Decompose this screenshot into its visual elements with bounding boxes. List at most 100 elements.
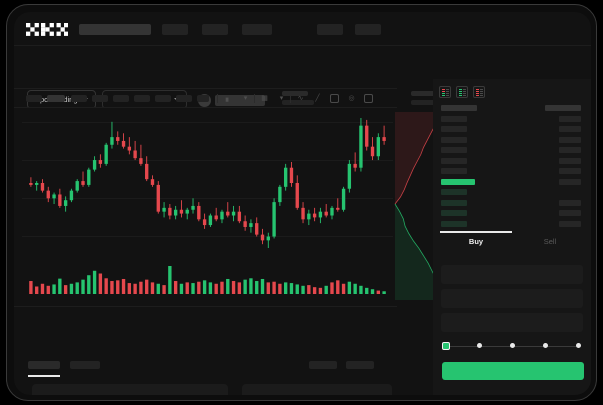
orderbook-cell-left <box>441 220 467 227</box>
orderbook-cell-right <box>559 126 581 132</box>
orderbook-cell-left <box>441 178 475 185</box>
tb-interval-6[interactable] <box>134 95 150 102</box>
order-price-field[interactable] <box>441 265 583 284</box>
orderbook-mode-asks-icon[interactable] <box>473 86 485 98</box>
orderbook-and-trade-panel: Buy Sell <box>433 79 591 395</box>
tb-interval-9[interactable] <box>197 95 209 102</box>
nav-item-1[interactable] <box>162 24 188 35</box>
orders-panel <box>14 306 397 395</box>
orderbook-row[interactable] <box>433 199 591 211</box>
nav-item-2[interactable] <box>202 24 228 35</box>
camera-icon[interactable] <box>330 94 339 103</box>
bottom-panel-right <box>242 384 392 395</box>
slider-mark-50[interactable] <box>510 343 515 348</box>
nav-search-skeleton[interactable] <box>79 24 151 35</box>
price-chart-area[interactable] <box>14 108 397 306</box>
orderbook-cell-right <box>559 199 581 206</box>
orderbook-row[interactable] <box>433 126 591 137</box>
orderbook-cell-left <box>441 136 467 143</box>
submit-buy-button[interactable] <box>442 362 584 380</box>
order-amount-field[interactable] <box>441 289 583 308</box>
orderbook-row[interactable] <box>433 210 591 221</box>
tb-interval-1[interactable] <box>26 95 42 102</box>
orders-right-action-2[interactable] <box>346 361 374 369</box>
orders-tab-indicator <box>28 375 60 377</box>
orderbook-row[interactable] <box>433 105 591 116</box>
bottom-panel-left <box>32 384 228 395</box>
orderbook-cell-left <box>441 189 467 195</box>
orderbook-row[interactable] <box>433 220 591 232</box>
chart-gridline <box>22 198 393 199</box>
app-screen: Spot Trading ▖ ▾ <box>14 12 591 395</box>
chevron-down-icon-1[interactable]: ▾ <box>243 95 248 102</box>
fullscreen-icon[interactable] <box>364 94 373 103</box>
indicators-icon[interactable]: ▦ <box>261 95 268 102</box>
orderbook-cell-left <box>441 157 467 164</box>
nav-item-4[interactable] <box>317 24 343 35</box>
buy-sell-tab-indicator <box>440 231 512 233</box>
orderbook-cell-right <box>559 115 581 122</box>
tb-interval-8[interactable] <box>176 95 192 102</box>
orderbook-cell-left <box>441 105 477 111</box>
orderbook-cell-right <box>559 168 581 174</box>
orders-tab-history[interactable] <box>70 361 100 369</box>
orderbook-cell-right <box>559 178 581 185</box>
orderbook-mode-bids-icon[interactable] <box>456 86 468 98</box>
volume-series <box>29 266 386 294</box>
toolbar-divider-1 <box>217 94 218 103</box>
orderbook-cell-right <box>559 136 581 143</box>
orderbook-depth-chart <box>393 108 443 306</box>
candlestick-series <box>29 118 386 248</box>
orderbook-display-modes <box>439 86 485 98</box>
orderbook-mode-both-icon[interactable] <box>439 86 451 98</box>
orderbook-cell-right <box>559 220 581 227</box>
orderbook-row[interactable] <box>433 115 591 127</box>
orderbook-row[interactable] <box>433 136 591 148</box>
candle-type-icon[interactable]: ▖ <box>225 95 232 102</box>
chevron-down-icon-2[interactable]: ▾ <box>279 95 284 102</box>
tb-interval-5[interactable] <box>113 95 129 102</box>
tab-buy[interactable]: Buy <box>468 237 484 246</box>
tb-interval-4[interactable] <box>92 95 108 102</box>
chart-gridline <box>22 160 393 161</box>
slider-handle[interactable] <box>442 342 450 350</box>
orderbook-row[interactable] <box>433 168 591 179</box>
line-tool-icon[interactable]: ∿ <box>297 95 304 102</box>
slider-mark-75[interactable] <box>543 343 548 348</box>
orders-tab-open[interactable] <box>28 361 60 369</box>
tb-interval-2[interactable] <box>47 95 65 102</box>
top-navigation-bar <box>14 12 591 46</box>
orderbook-cell-left <box>441 168 467 174</box>
toolbar-divider-3 <box>290 94 291 103</box>
buy-sell-tabs: Buy Sell <box>433 231 591 255</box>
orderbook-row[interactable] <box>433 147 591 158</box>
orderbook-cell-right <box>559 157 581 164</box>
pencil-icon[interactable]: ╱ <box>315 95 320 102</box>
nav-item-5[interactable] <box>355 24 381 35</box>
orderbook-cell-left <box>441 115 467 122</box>
amount-percent-slider[interactable] <box>442 341 584 351</box>
slider-mark-25[interactable] <box>477 343 482 348</box>
tab-sell[interactable]: Sell <box>543 237 557 246</box>
okx-logo[interactable] <box>26 23 68 36</box>
order-total-field[interactable] <box>441 313 583 332</box>
slider-mark-100[interactable] <box>576 343 581 348</box>
chart-gridline <box>22 236 393 237</box>
orderbook-cell-left <box>441 199 467 206</box>
pair-name-skeleton <box>215 95 265 106</box>
orderbook-row[interactable] <box>433 189 591 200</box>
nav-item-3[interactable] <box>242 24 272 35</box>
orderbook-cell-right <box>545 105 581 111</box>
orderbook-cell-right <box>559 147 581 153</box>
orders-right-action-1[interactable] <box>309 361 337 369</box>
tb-interval-7[interactable] <box>155 95 171 102</box>
orderbook-row[interactable] <box>433 157 591 169</box>
tb-interval-3[interactable] <box>71 95 87 102</box>
settings-icon[interactable]: ◎ <box>348 95 355 102</box>
chart-gridline <box>22 122 393 123</box>
orderbook-rows[interactable] <box>433 105 591 231</box>
device-frame: Spot Trading ▖ ▾ <box>6 4 597 401</box>
chart-toolbar: ▖ ▾ ▦ ▾ ∿ ╱ ◎ <box>14 88 397 108</box>
orderbook-row[interactable] <box>433 178 591 190</box>
toolbar-divider-2 <box>254 94 255 103</box>
